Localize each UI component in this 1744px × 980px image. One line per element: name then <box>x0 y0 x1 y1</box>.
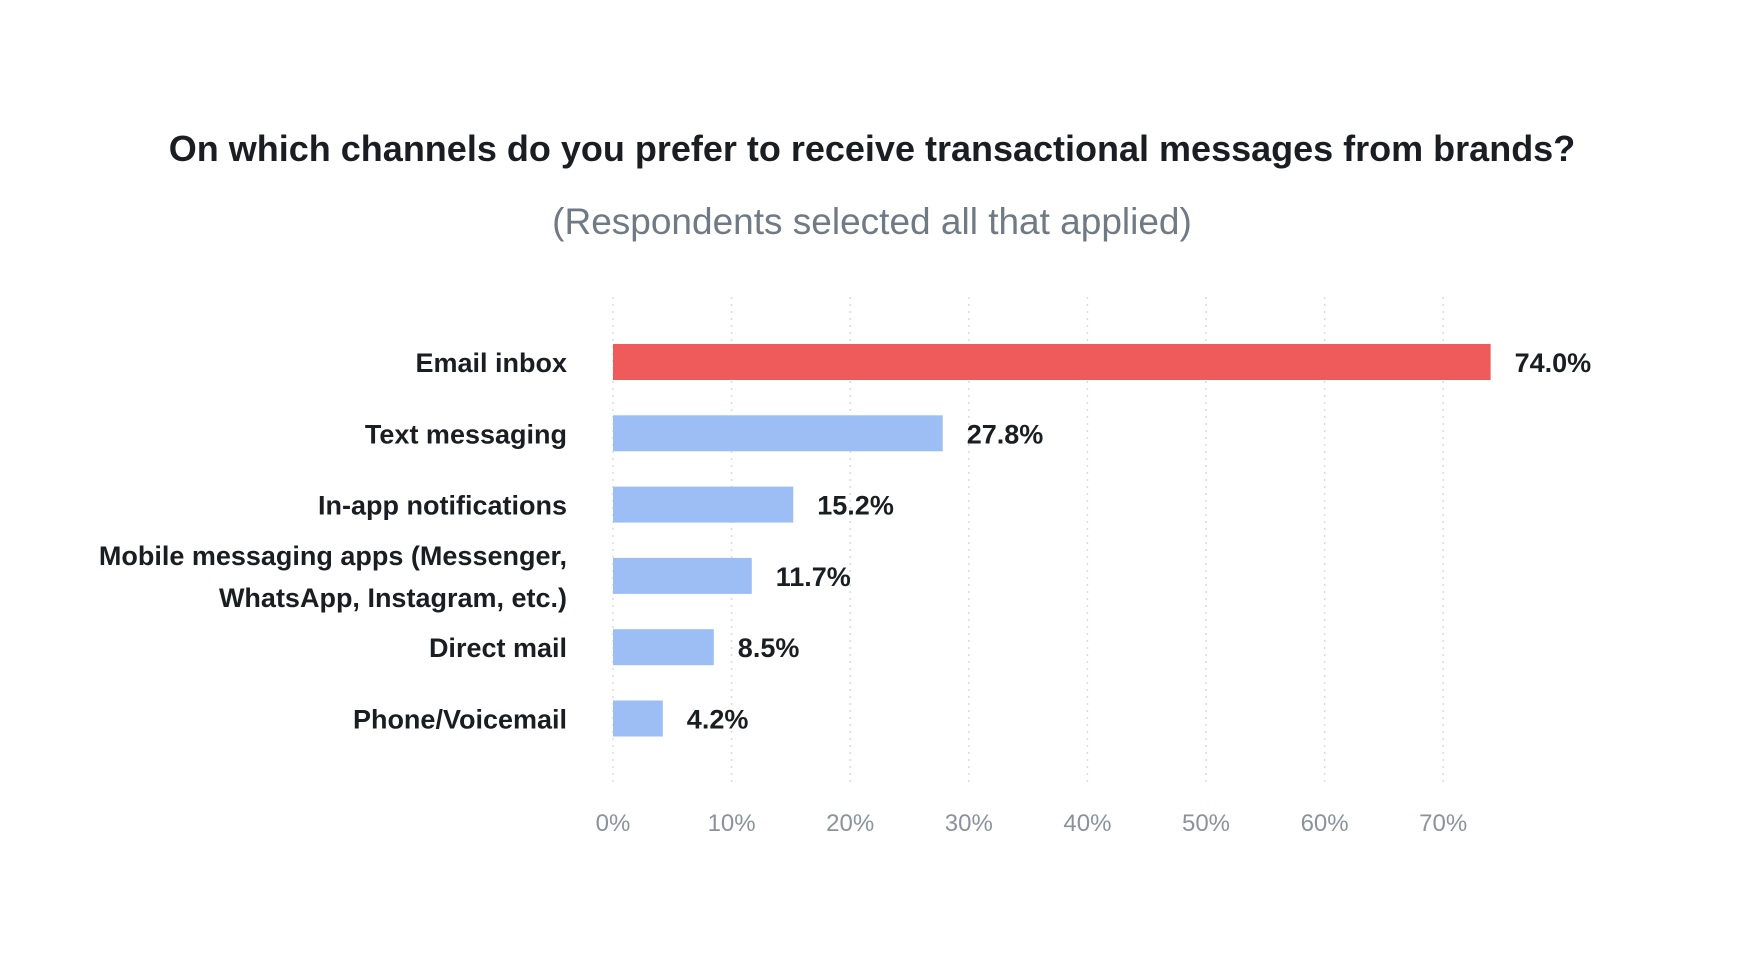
category-label-line: Phone/Voicemail <box>353 705 567 735</box>
x-tick-label: 40% <box>1063 810 1111 837</box>
value-label: 15.2% <box>817 491 894 521</box>
category-label: In-app notifications <box>318 491 567 521</box>
x-tick-label: 0% <box>596 810 631 837</box>
category-label: Direct mail <box>429 633 567 663</box>
bars <box>613 344 1491 737</box>
chart-subtitle: (Respondents selected all that applied) <box>552 201 1192 242</box>
x-tick-label: 20% <box>826 810 874 837</box>
category-label-line: Mobile messaging apps (Messenger, <box>99 541 567 571</box>
category-label-line: In-app notifications <box>318 491 567 521</box>
category-label: Text messaging <box>365 419 567 449</box>
value-label: 8.5% <box>738 633 800 663</box>
x-tick-label: 70% <box>1419 810 1467 837</box>
value-label: 4.2% <box>687 705 749 735</box>
x-axis-ticks: 0% 10% 20% 30% 40% 50% 60% 70% <box>596 810 1468 837</box>
chart-title: On which channels do you prefer to recei… <box>168 128 1576 169</box>
category-label: Email inbox <box>415 348 567 378</box>
bar <box>613 415 943 452</box>
bar <box>613 629 714 666</box>
category-label-line: Text messaging <box>365 419 567 449</box>
bar <box>613 557 752 594</box>
category-label-line: Email inbox <box>415 348 567 378</box>
x-tick-label: 30% <box>945 810 993 837</box>
bar <box>613 486 794 523</box>
value-label: 74.0% <box>1515 348 1592 378</box>
x-tick-label: 60% <box>1301 810 1349 837</box>
bar <box>613 344 1491 380</box>
category-label: Mobile messaging apps (Messenger, WhatsAp… <box>99 541 567 613</box>
value-label: 11.7% <box>776 562 851 592</box>
value-label: 27.8% <box>967 419 1044 449</box>
x-tick-label: 10% <box>708 810 756 837</box>
category-label-line: WhatsApp, Instagram, etc.) <box>219 583 567 613</box>
category-label-line: Direct mail <box>429 633 567 663</box>
category-labels: Email inbox Text messaging In-app notifica… <box>99 348 567 735</box>
x-tick-label: 50% <box>1182 810 1230 837</box>
bar <box>613 700 663 737</box>
category-label: Phone/Voicemail <box>353 705 567 735</box>
value-labels: 74.0% 27.8% 15.2% 11.7% 8.5% 4.2% <box>687 348 1591 735</box>
